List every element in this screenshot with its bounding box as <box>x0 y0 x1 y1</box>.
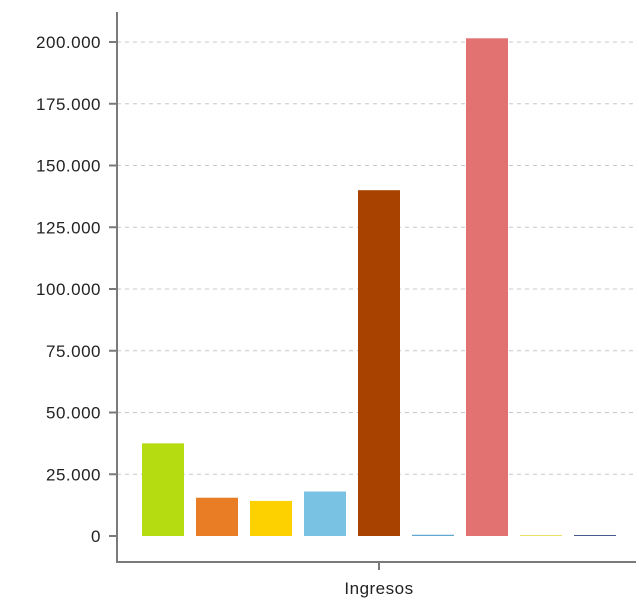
bars <box>142 38 616 537</box>
x-category-label: Ingresos <box>344 579 413 598</box>
bar-1 <box>142 443 184 536</box>
y-tick-label: 125.000 <box>36 218 101 237</box>
y-tick-label: 175.000 <box>36 95 101 114</box>
bar-7 <box>466 38 508 537</box>
bar-6 <box>412 534 454 536</box>
x-axis-ticks: Ingresos <box>344 562 413 598</box>
y-tick-label: 0 <box>91 527 101 546</box>
y-tick-label: 150.000 <box>36 157 101 176</box>
bar-8 <box>520 535 562 536</box>
bar-9 <box>574 535 616 536</box>
y-tick-label: 25.000 <box>46 465 101 484</box>
bar-3 <box>250 500 292 536</box>
y-tick-label: 50.000 <box>46 404 101 423</box>
bar-4 <box>304 491 346 536</box>
y-tick-label: 200.000 <box>36 33 101 52</box>
y-tick-label: 75.000 <box>46 342 101 361</box>
bar-2 <box>196 497 238 536</box>
bar-5 <box>358 190 400 536</box>
y-tick-label: 100.000 <box>36 280 101 299</box>
y-axis-ticks: 0 25.000 50.000 75.000 100.000 125.000 150.000… <box>36 33 117 546</box>
